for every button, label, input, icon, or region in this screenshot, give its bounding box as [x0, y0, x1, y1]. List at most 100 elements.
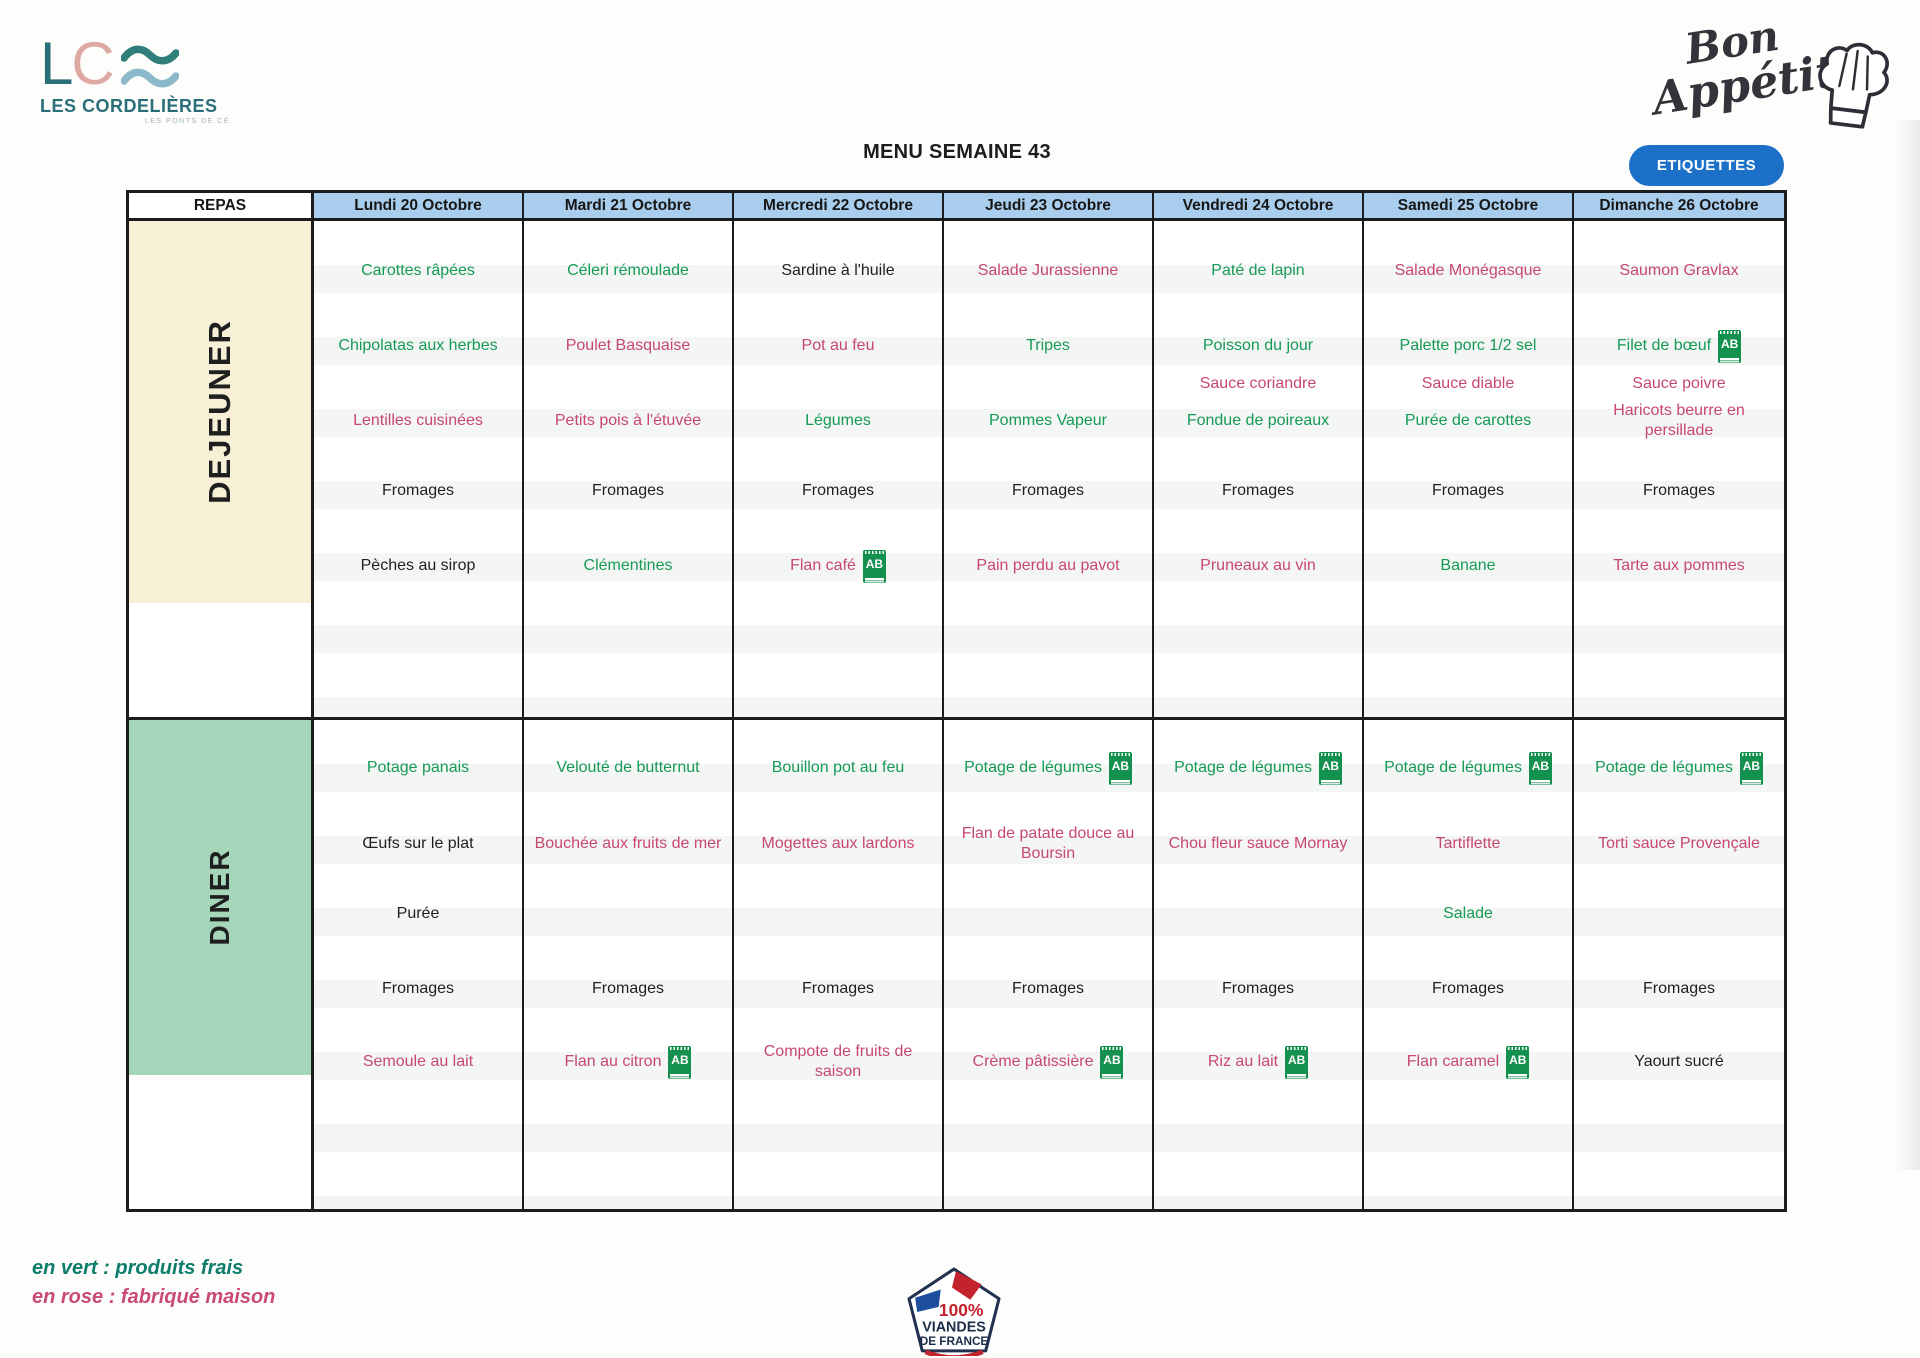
menu-item: Sauce diable [1416, 374, 1521, 394]
menu-item-text: Pot au feu [801, 336, 875, 354]
cell-dejeuner-day4: Paté de lapin Poisson du jour Sauce corian… [1154, 221, 1364, 717]
ab-organic-icon: AB [1528, 751, 1552, 785]
menu-item: Tripes [1020, 336, 1076, 356]
menu-item-text: Riz au lait [1207, 1052, 1279, 1070]
menu-item-text: Palette porc 1/2 sel [1399, 336, 1537, 354]
menu-item: Œufs sur le plat [356, 834, 479, 854]
etiquettes-button[interactable]: ETIQUETTES [1629, 145, 1784, 186]
menu-item: Sardine à l'huile [775, 261, 900, 281]
menu-item-text: Fromages [1431, 481, 1505, 499]
menu-item: Salade [1437, 904, 1499, 924]
slot-dessert: Pruneaux au vin [1154, 537, 1362, 595]
slot-fromage: Fromages [944, 445, 1152, 537]
menu-item: Pommes Vapeur [983, 411, 1113, 431]
cell-diner-day5: Potage de légumes AB Tartiflette Salade From… [1364, 717, 1574, 1209]
cell-dejeuner-day2: Sardine à l'huile Pot au feu Légumes Fromag… [734, 221, 944, 717]
legend-rose: en rose : fabriqué maison [32, 1286, 276, 1308]
slot-garniture [734, 872, 942, 956]
menu-item: Carottes râpées [355, 261, 481, 281]
cell-dejeuner-day5: Salade Monégasque Palette porc 1/2 sel Sau… [1364, 221, 1574, 717]
les-cordelieres-logo: LC LES CORDELIÈRES LES PONTS DE CÉ [40, 30, 230, 126]
menu-item: Pain perdu au pavot [970, 556, 1125, 576]
slot-plat: Tripes [944, 321, 1152, 371]
menu-item-text: Pain perdu au pavot [976, 556, 1120, 574]
slot-garniture [524, 872, 732, 956]
menu-item-text: Yaourt sucré [1634, 1052, 1724, 1070]
slot-garniture [1574, 872, 1784, 956]
slot-garniture: Petits pois à l'étuvée [524, 397, 732, 445]
slot-plat: Torti sauce Provençale [1574, 816, 1784, 872]
day-header-1: Mardi 21 Octobre [524, 193, 734, 221]
menu-item: Potage de légumes AB [1168, 751, 1348, 785]
slot-plat: Œufs sur le plat [314, 816, 522, 872]
menu-item: Céleri rémoulade [561, 261, 695, 281]
waves-icon [120, 45, 179, 88]
slot-potage: Velouté de butternut [524, 720, 732, 816]
ab-organic-icon: AB [1108, 751, 1132, 785]
menu-item: Petits pois à l'étuvée [549, 411, 707, 431]
viandes-line1: VIANDES [922, 1319, 986, 1335]
slot-garniture [1154, 872, 1362, 956]
cell-diner-day6: Potage de légumes AB Torti sauce Provençal… [1574, 717, 1784, 1209]
menu-item-text: Sauce diable [1421, 374, 1515, 392]
slot-garniture [944, 872, 1152, 956]
slot-dessert: Pèches au sirop [314, 537, 522, 595]
slot-sauce: Sauce poivre [1574, 371, 1784, 397]
menu-item-text: Crème pâtissière [972, 1052, 1094, 1070]
menu-item: Mogettes aux lardons [756, 834, 921, 854]
menu-item: Fromages [1637, 481, 1721, 501]
day-header-4: Vendredi 24 Octobre [1154, 193, 1364, 221]
slot-fromage: Fromages [314, 445, 522, 537]
menu-item-text: Bouillon pot au feu [771, 758, 905, 776]
ab-organic-icon: AB [1506, 1045, 1530, 1079]
menu-item-text: Lentilles cuisinées [353, 411, 483, 429]
slot-garniture: Haricots beurre en persillade [1574, 397, 1784, 445]
menu-item: Sauce coriandre [1194, 374, 1323, 394]
menu-item-text: Fromages [1011, 481, 1085, 499]
menu-item: Poisson du jour [1197, 336, 1319, 356]
cell-diner-day3: Potage de légumes AB Flan de patate douce … [944, 717, 1154, 1209]
viandes-line2: DE FRANCE [920, 1335, 989, 1348]
slot-fromage: Fromages [314, 956, 522, 1022]
menu-item: Purée [391, 904, 446, 924]
menu-item-text: Sauce coriandre [1199, 374, 1317, 392]
menu-item: Bouchée aux fruits de mer [529, 834, 728, 854]
slot-dessert: Yaourt sucré [1574, 1022, 1784, 1102]
menu-item: Banane [1434, 556, 1501, 576]
menu-item: Fromages [1426, 979, 1510, 999]
menu-item: Pot au feu [796, 336, 881, 356]
menu-item-text: Haricots beurre en persillade [1613, 401, 1745, 439]
menu-item: Pèches au sirop [355, 556, 482, 576]
menu-item-text: Poulet Basquaise [565, 336, 691, 354]
slot-potage: Bouillon pot au feu [734, 720, 942, 816]
slot-garniture: Salade [1364, 872, 1572, 956]
menu-item: Fondue de poireaux [1181, 411, 1335, 431]
slot-entree: Sardine à l'huile [734, 221, 942, 321]
menu-item-text: Céleri rémoulade [567, 261, 689, 279]
menu-item-text: Clémentines [583, 556, 673, 574]
slot-entree: Salade Monégasque [1364, 221, 1572, 321]
color-legend: en vert : produits frais en rose : fabri… [32, 1254, 275, 1312]
slot-dessert: Clémentines [524, 537, 732, 595]
menu-item: Fromages [1006, 979, 1090, 999]
menu-item: Flan de patate douce au Boursin [944, 824, 1152, 865]
diner-label: DINER [204, 848, 235, 946]
slot-garniture: Pommes Vapeur [944, 397, 1152, 445]
menu-item: Riz au lait AB [1202, 1045, 1314, 1079]
dejeuner-label: DEJEUNER [202, 319, 237, 505]
slot-potage: Potage panais [314, 720, 522, 816]
logo-monogram: LC [40, 30, 115, 97]
ab-organic-icon: AB [1285, 1045, 1309, 1079]
menu-item: Fromages [1426, 481, 1510, 501]
menu-item-text: Banane [1440, 556, 1496, 574]
slot-fromage: Fromages [1154, 445, 1362, 537]
slot-plat: Chou fleur sauce Mornay [1154, 816, 1362, 872]
ab-organic-icon: AB [1718, 329, 1742, 363]
slot-fromage: Fromages [1364, 956, 1572, 1022]
menu-item: Potage de légumes AB [1378, 751, 1558, 785]
menu-item: Yaourt sucré [1628, 1052, 1730, 1072]
ab-organic-icon: AB [668, 1045, 692, 1079]
menu-item-text: Salade [1443, 904, 1493, 922]
repas-header: REPAS [129, 193, 314, 221]
